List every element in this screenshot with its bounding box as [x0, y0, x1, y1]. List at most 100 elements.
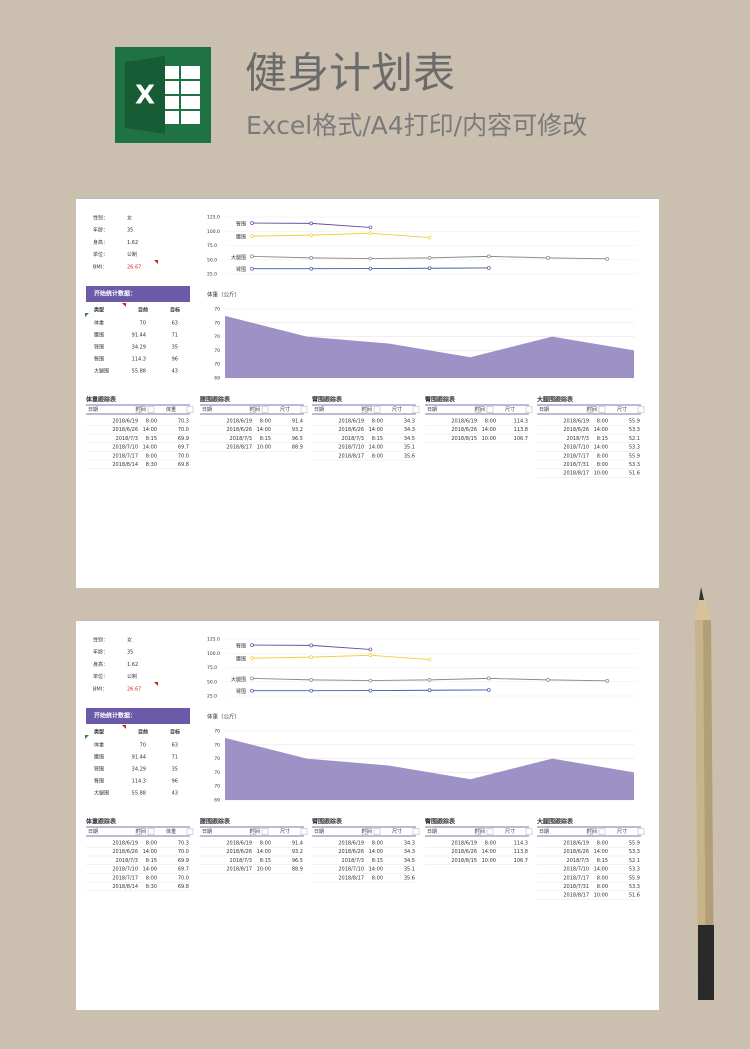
table-cell: 8:00 — [485, 841, 496, 847]
table-column: 日期 — [539, 829, 549, 835]
line-point — [250, 254, 254, 259]
table-title: 臀围跟踪表 — [425, 396, 456, 404]
filter-button[interactable] — [598, 828, 606, 835]
filter-button[interactable] — [261, 828, 269, 835]
stats-cell: 34.29 — [132, 767, 146, 773]
filter-button[interactable] — [412, 828, 420, 835]
svg-text:X: X — [135, 81, 155, 111]
filter-button[interactable] — [261, 406, 269, 413]
filter-button[interactable] — [412, 406, 420, 413]
table-cell: 14:00 — [369, 427, 383, 433]
table-title: 腰围跟踪表 — [199, 818, 231, 826]
y-tick-label: 100.0 — [207, 229, 220, 235]
table-cell: 34.3 — [404, 427, 415, 433]
filter-button[interactable] — [300, 406, 308, 413]
profile-label: 性别： — [93, 215, 108, 222]
filter-button[interactable] — [249, 406, 257, 413]
filter-button[interactable] — [186, 406, 194, 413]
stats-column: 目标 — [170, 307, 180, 314]
table-cell: 2018/8/17 — [226, 445, 252, 451]
table-cell: 34.5 — [404, 858, 415, 864]
cell-marker — [85, 735, 89, 739]
table-cell: 2018/7/17 — [563, 453, 589, 459]
profile-label: BMI： — [93, 264, 107, 270]
table-cell: 8:00 — [597, 419, 608, 425]
line-point — [309, 678, 314, 682]
table-cell: 2018/7/10 — [563, 445, 589, 451]
table-column: 日期 — [539, 407, 549, 413]
table-cell: 14:00 — [143, 427, 157, 433]
profile-label: BMI： — [93, 686, 107, 692]
profile-value: 26.67 — [127, 686, 141, 692]
filter-button[interactable] — [637, 406, 645, 413]
table-cell: 2018/6/19 — [112, 841, 138, 847]
table-cell: 35.1 — [404, 445, 415, 451]
filter-button[interactable] — [361, 406, 369, 413]
table-column: 尺寸 — [280, 828, 290, 835]
filter-button[interactable] — [361, 828, 369, 835]
filter-button[interactable] — [147, 406, 155, 413]
stats-title: 开始统计数据： — [94, 290, 136, 298]
profile-value: 公制 — [127, 673, 137, 680]
y-tick-label: 70 — [214, 742, 220, 748]
filter-button[interactable] — [598, 406, 606, 413]
series-label: 臂围 — [236, 688, 246, 695]
profile-value: 26.67 — [127, 264, 141, 270]
table-cell: 113.8 — [514, 427, 528, 433]
filter-button[interactable] — [486, 406, 494, 413]
filter-button[interactable] — [373, 406, 381, 413]
stats-cell: 71 — [172, 755, 178, 761]
y-tick-label: 50.0 — [207, 257, 217, 263]
filter-button[interactable] — [525, 406, 533, 413]
filter-button[interactable] — [147, 828, 155, 835]
filter-button[interactable] — [525, 828, 533, 835]
filter-button[interactable] — [135, 828, 143, 835]
table-cell: 106.7 — [514, 436, 528, 442]
filter-button[interactable] — [300, 828, 308, 835]
line-point — [368, 266, 373, 271]
table-cell: 2018/7/31 — [563, 462, 589, 468]
profile-label: 身高： — [93, 661, 108, 668]
line-point — [427, 256, 432, 260]
line-series — [251, 232, 430, 239]
table-cell: 113.8 — [514, 849, 528, 855]
table-column: 时间 — [362, 828, 372, 835]
table-cell: 2018/7/3 — [567, 436, 589, 442]
profile-label: 性别： — [93, 637, 108, 644]
filter-button[interactable] — [186, 828, 194, 835]
table-cell: 8:00 — [597, 462, 608, 468]
table-cell: 53.3 — [629, 445, 640, 451]
table-cell: 34.5 — [404, 436, 415, 442]
table-cell: 2018/7/3 — [116, 858, 138, 864]
table-cell: 2018/6/19 — [338, 841, 364, 847]
line-point — [605, 678, 610, 683]
filter-button[interactable] — [486, 828, 494, 835]
table-cell: 69.9 — [178, 858, 189, 864]
table-column: 时间 — [136, 828, 146, 835]
table-cell: 14:00 — [482, 427, 496, 433]
line-point — [486, 266, 491, 270]
table-cell: 34.3 — [404, 849, 415, 855]
filter-button[interactable] — [135, 406, 143, 413]
line-series — [251, 654, 430, 661]
table-column: 日期 — [88, 407, 98, 413]
area-chart-title: 体重（公斤） — [207, 291, 240, 299]
comment-marker — [154, 260, 158, 264]
line-point — [486, 676, 491, 681]
table-cell: 70.3 — [178, 419, 189, 425]
filter-button[interactable] — [586, 828, 594, 835]
y-tick-label: 25.0 — [207, 694, 217, 700]
filter-button[interactable] — [474, 406, 482, 413]
filter-button[interactable] — [637, 828, 645, 835]
table-column: 日期 — [427, 407, 437, 413]
table-cell: 53.3 — [629, 867, 640, 873]
filter-button[interactable] — [586, 406, 594, 413]
filter-button[interactable] — [474, 828, 482, 835]
filter-button[interactable] — [373, 828, 381, 835]
table-column: 时间 — [136, 406, 146, 413]
line-point — [250, 656, 254, 661]
line-point — [546, 678, 550, 682]
table-cell: 2018/6/19 — [226, 841, 252, 847]
stats-cell: 35 — [172, 345, 178, 351]
filter-button[interactable] — [249, 828, 257, 835]
